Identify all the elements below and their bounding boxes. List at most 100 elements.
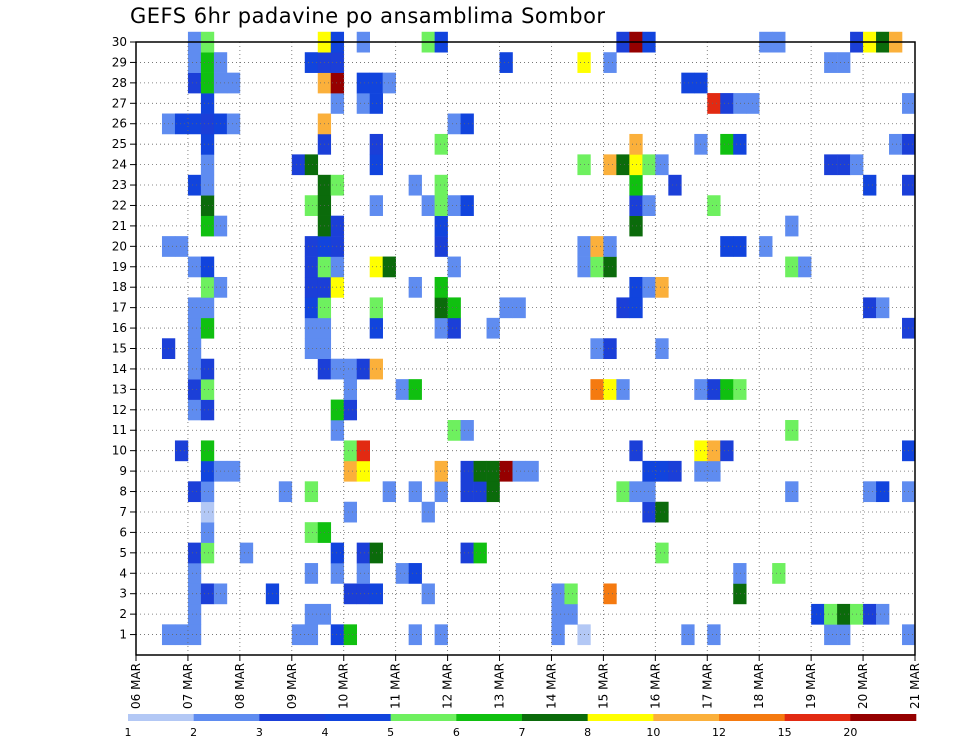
heatmap-cell (200, 379, 215, 400)
heatmap-cell (733, 236, 747, 257)
heatmap-cell (200, 113, 215, 135)
heatmap-cell (395, 379, 409, 400)
heatmap-cell (499, 52, 513, 73)
heatmap-cell (434, 236, 448, 257)
heatmap-cell (863, 297, 877, 319)
heatmap-cell (200, 317, 215, 339)
heatmap-cell (200, 542, 215, 564)
heatmap-cell (681, 72, 695, 94)
heatmap-cell (174, 624, 189, 646)
heatmap-cell (655, 154, 669, 176)
heatmap-cell (187, 603, 202, 625)
heatmap-cell (486, 460, 500, 482)
heatmap-cell (304, 522, 319, 543)
heatmap-cell (824, 154, 838, 176)
legend-label: 5 (387, 726, 394, 739)
heatmap-cell (200, 195, 215, 216)
heatmap-cell (330, 399, 345, 421)
heatmap-cell (551, 583, 565, 605)
heatmap-cell (655, 501, 669, 523)
heatmap-cell (785, 215, 799, 237)
heatmap-cell (200, 522, 215, 543)
heatmap-cell (330, 72, 345, 94)
heatmap-cell (655, 460, 669, 482)
y-tick-label: 9 (119, 464, 127, 478)
x-tick-label: 12 MAR (441, 663, 455, 709)
x-tick-label: 18 MAR (752, 663, 766, 709)
heatmap-cell (434, 624, 448, 646)
heatmap-cell (720, 236, 734, 257)
heatmap-cell (174, 113, 189, 135)
heatmap-cell (304, 256, 319, 278)
heatmap-cell (707, 93, 721, 114)
x-tick-label: 14 MAR (544, 663, 558, 709)
y-tick-label: 2 (119, 607, 127, 621)
heatmap-cell (785, 481, 799, 503)
heatmap-cell (447, 317, 461, 339)
heatmap-cell (187, 113, 202, 135)
heatmap-cell (356, 542, 370, 564)
heatmap-cell (226, 72, 241, 94)
heatmap-cell (824, 624, 838, 646)
heatmap-cell (824, 603, 838, 625)
y-tick-label: 12 (112, 403, 127, 417)
heatmap-cell (174, 440, 189, 462)
heatmap-cell (590, 256, 604, 278)
x-tick-label: 17 MAR (700, 663, 714, 709)
x-tick-label: 09 MAR (285, 663, 299, 709)
legend-swatch (456, 714, 523, 721)
y-tick-label: 10 (112, 444, 127, 458)
y-tick-label: 19 (112, 260, 127, 274)
heatmap-cell (720, 93, 734, 114)
heatmap-cell (200, 215, 215, 237)
heatmap-cell (486, 317, 500, 339)
heatmap-cell (863, 481, 877, 503)
heatmap-cell (304, 338, 319, 360)
heatmap-cell (603, 256, 617, 278)
heatmap-cell (187, 338, 202, 360)
legend-swatch (850, 714, 917, 721)
heatmap-cell (304, 297, 319, 319)
heatmap-cell (707, 379, 721, 400)
legend-swatch (259, 714, 326, 721)
heatmap-cell (408, 379, 422, 400)
legend-swatch (522, 714, 588, 721)
heatmap-cell (486, 481, 500, 503)
heatmap-cell (200, 297, 215, 319)
heatmap-cell (226, 113, 241, 135)
heatmap-cell (187, 52, 202, 73)
chart-title: GEFS 6hr padavine po ansamblima Sombor (130, 4, 606, 28)
heatmap-cell (200, 93, 215, 114)
heatmap-cell (616, 379, 630, 400)
heatmap-cell (343, 501, 358, 523)
heatmap-cell (733, 583, 747, 605)
heatmap-cell (187, 624, 202, 646)
heatmap-cell (200, 440, 215, 462)
heatmap-cell (187, 481, 202, 503)
heatmap-cell (200, 52, 215, 73)
heatmap-cell (330, 563, 345, 584)
x-tick-label: 10 MAR (337, 663, 351, 709)
x-tick-label: 07 MAR (181, 663, 195, 709)
heatmap-cell (304, 236, 319, 257)
y-tick-label: 14 (112, 362, 127, 376)
heatmap-cell (200, 133, 215, 155)
y-tick-label: 8 (119, 485, 127, 499)
heatmap-cell (200, 174, 215, 196)
y-tick-label: 11 (112, 423, 127, 437)
x-tick-label: 13 MAR (493, 663, 507, 709)
heatmap-cell (330, 52, 345, 73)
legend-label: 20 (843, 726, 857, 739)
heatmap-cell (356, 460, 370, 482)
legend-label: 3 (256, 726, 263, 739)
legend-swatch (587, 714, 654, 721)
heatmap-cell (434, 317, 448, 339)
heatmap-cell (460, 542, 474, 564)
heatmap-cell (200, 399, 215, 421)
heatmap-cell (707, 440, 721, 462)
heatmap-cell (226, 460, 241, 482)
y-tick-label: 18 (112, 280, 127, 294)
y-tick-label: 21 (112, 219, 127, 233)
legend-label: 15 (778, 726, 792, 739)
